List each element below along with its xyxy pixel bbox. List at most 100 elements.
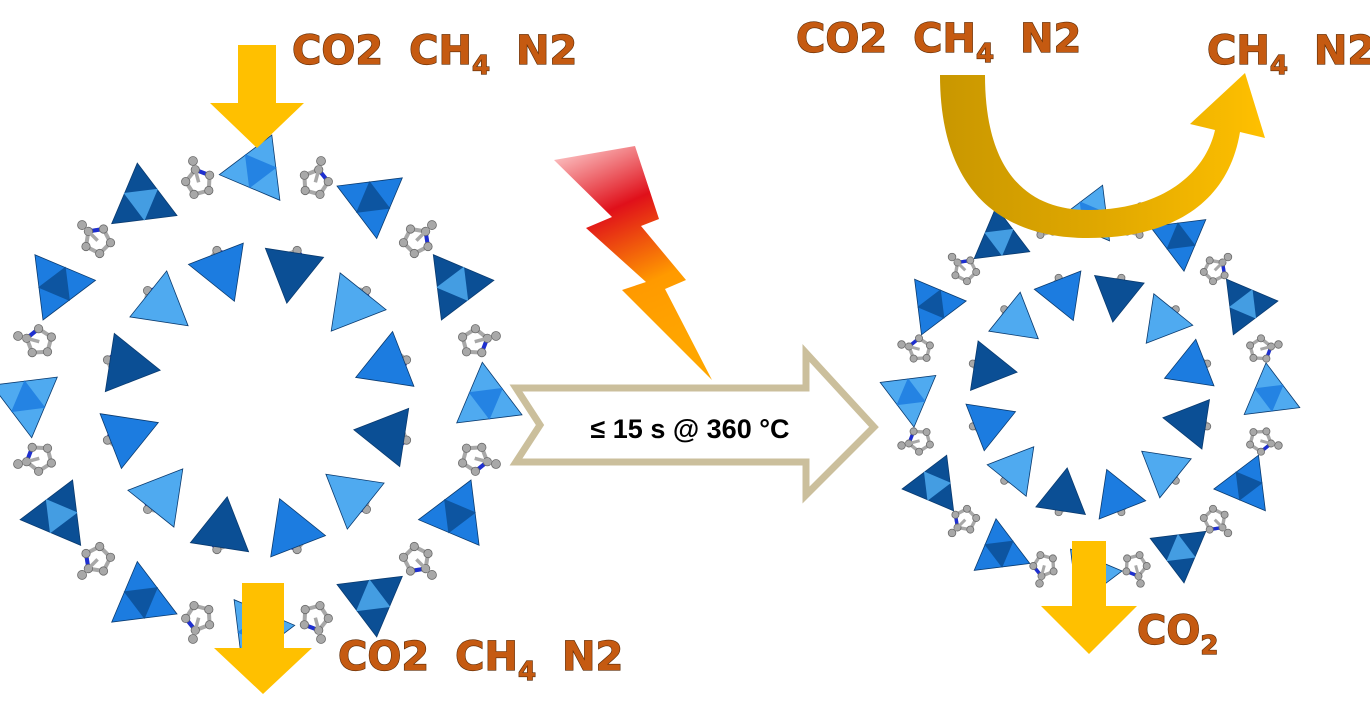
imidazolate-linker [1199, 504, 1233, 538]
atom [316, 634, 326, 644]
atom [95, 248, 105, 259]
tetrahedron-face [984, 228, 1014, 256]
atom [189, 600, 199, 611]
tetrahedron [354, 330, 415, 387]
atom [1246, 440, 1255, 449]
tetrahedron-face [896, 378, 926, 406]
atom [427, 220, 437, 230]
atom [181, 177, 191, 187]
tetrahedron-face [1229, 289, 1257, 319]
imidazolate-linker [457, 324, 501, 358]
curved-arrow-icon [940, 73, 1265, 238]
atom [13, 459, 23, 469]
atom [315, 189, 325, 199]
imidazolate-linker [181, 600, 215, 644]
atom [966, 525, 975, 534]
tetrahedron [264, 247, 325, 304]
atom [188, 156, 198, 166]
gas-label-left-bottom: CO2 CH4 N2 [338, 634, 623, 690]
tetrahedron [270, 497, 327, 558]
atom [204, 604, 214, 615]
atom [300, 185, 310, 196]
atom [972, 514, 981, 522]
down-arrow-top-left [210, 45, 304, 148]
gas-label-right-in: CO2 CH4 N2 [796, 16, 1081, 72]
atom [405, 224, 416, 234]
atom [477, 442, 487, 452]
atom [427, 570, 437, 580]
atom [405, 566, 416, 576]
imidazolate-linker [457, 442, 501, 476]
atom [470, 466, 480, 476]
tetrahedron [127, 468, 184, 528]
tetrahedron [353, 407, 410, 468]
atom [189, 189, 199, 199]
atom [13, 331, 23, 341]
atom [1123, 554, 1132, 563]
atom [95, 541, 105, 552]
atom [963, 277, 971, 286]
atom [925, 341, 934, 350]
atom [1249, 428, 1258, 437]
atom [1223, 528, 1233, 538]
atom [46, 332, 57, 342]
atom [951, 510, 960, 519]
atom [1205, 525, 1214, 534]
imidazolate-linker [398, 541, 437, 580]
atom [409, 541, 419, 552]
tetrahedron-face [356, 579, 391, 612]
atom [1220, 271, 1229, 280]
tetrahedron [969, 340, 1018, 392]
atom [1036, 551, 1045, 560]
atom [1135, 551, 1144, 560]
atom [1205, 256, 1214, 265]
atom [81, 241, 91, 252]
atom [33, 324, 44, 334]
atom [1209, 504, 1217, 513]
process-condition: ≤ 15 s @ 360 °C [590, 414, 789, 444]
atom [897, 340, 906, 349]
tetrahedron-face [356, 181, 391, 213]
atom [1274, 441, 1283, 450]
tetrahedron-face [123, 587, 158, 619]
tetrahedron [325, 473, 385, 530]
tetrahedron-face [917, 289, 945, 319]
atom [1262, 354, 1271, 363]
atom [457, 332, 468, 342]
tetrahedron [1162, 398, 1211, 450]
atom [491, 459, 501, 469]
tetrahedron [1141, 450, 1192, 499]
atom [77, 570, 87, 580]
tetrahedron [1163, 338, 1215, 387]
atom [409, 248, 419, 259]
atom [98, 566, 109, 576]
atom [897, 441, 906, 450]
imidazolate-linker [181, 156, 215, 199]
tetrahedron-face [1254, 384, 1284, 412]
imidazolate-linker [947, 252, 981, 286]
atom [188, 634, 198, 644]
atom [947, 252, 957, 262]
tetrahedron [986, 446, 1035, 497]
atom [1199, 268, 1208, 276]
atom [33, 466, 44, 476]
tetrahedron-face [984, 540, 1014, 568]
atom [423, 241, 433, 252]
atom [46, 458, 57, 468]
imidazolate-linker [77, 220, 116, 259]
atom [1122, 567, 1131, 576]
zif-framework-contracted [879, 184, 1301, 606]
tetrahedron [99, 413, 160, 470]
imidazolate-linker [77, 541, 116, 580]
atom [477, 347, 487, 358]
atom [966, 256, 975, 265]
imidazolate-linker [1199, 252, 1233, 286]
atom [1049, 567, 1058, 576]
atom [315, 600, 325, 611]
atom [300, 604, 310, 615]
atom [1246, 341, 1255, 350]
atom [461, 347, 472, 357]
atom [42, 347, 53, 357]
atom [398, 238, 409, 248]
atom [915, 334, 923, 343]
